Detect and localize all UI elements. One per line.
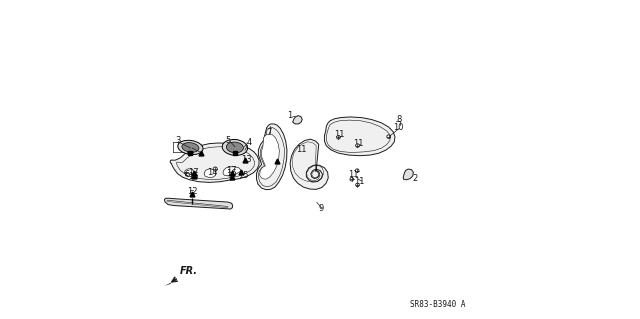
Text: 14: 14 <box>207 168 217 177</box>
Text: 16: 16 <box>226 169 236 178</box>
Circle shape <box>213 167 217 171</box>
Polygon shape <box>290 139 328 189</box>
Text: 4: 4 <box>247 137 252 146</box>
Text: 15: 15 <box>238 171 248 180</box>
Text: 3: 3 <box>175 136 180 145</box>
Text: 1: 1 <box>287 111 292 120</box>
Polygon shape <box>204 169 216 177</box>
Circle shape <box>350 177 353 181</box>
Text: 11: 11 <box>348 170 359 179</box>
Text: 8: 8 <box>396 115 401 124</box>
Text: 11: 11 <box>335 130 345 139</box>
Text: 13: 13 <box>184 147 195 156</box>
Text: 12: 12 <box>187 187 198 197</box>
Text: 7: 7 <box>266 128 271 137</box>
Ellipse shape <box>182 143 199 152</box>
Ellipse shape <box>227 142 243 153</box>
Polygon shape <box>164 281 173 286</box>
Text: 10: 10 <box>394 123 404 132</box>
Polygon shape <box>292 116 302 124</box>
Text: 13: 13 <box>241 155 252 164</box>
Text: 17: 17 <box>188 168 199 177</box>
Circle shape <box>355 169 359 172</box>
Polygon shape <box>260 134 279 179</box>
Text: 2: 2 <box>413 174 418 183</box>
Text: 6: 6 <box>184 170 190 179</box>
Polygon shape <box>184 169 194 176</box>
Text: 9: 9 <box>319 204 324 213</box>
Text: 11: 11 <box>353 139 364 148</box>
Ellipse shape <box>222 139 248 155</box>
Text: 5: 5 <box>225 136 230 145</box>
Circle shape <box>356 144 359 147</box>
Polygon shape <box>164 198 233 209</box>
Polygon shape <box>257 124 287 190</box>
Text: 16: 16 <box>188 172 199 181</box>
Text: SR83-B3940 A: SR83-B3940 A <box>410 300 465 308</box>
Text: 17: 17 <box>226 166 236 175</box>
Circle shape <box>356 183 359 187</box>
Polygon shape <box>403 169 413 180</box>
Text: FR.: FR. <box>180 266 198 276</box>
Ellipse shape <box>178 140 203 155</box>
Polygon shape <box>324 117 395 156</box>
Circle shape <box>337 136 340 139</box>
Circle shape <box>387 135 390 138</box>
Polygon shape <box>170 143 259 182</box>
Text: 11: 11 <box>296 145 306 154</box>
Text: 11: 11 <box>355 177 365 186</box>
Polygon shape <box>223 167 241 176</box>
